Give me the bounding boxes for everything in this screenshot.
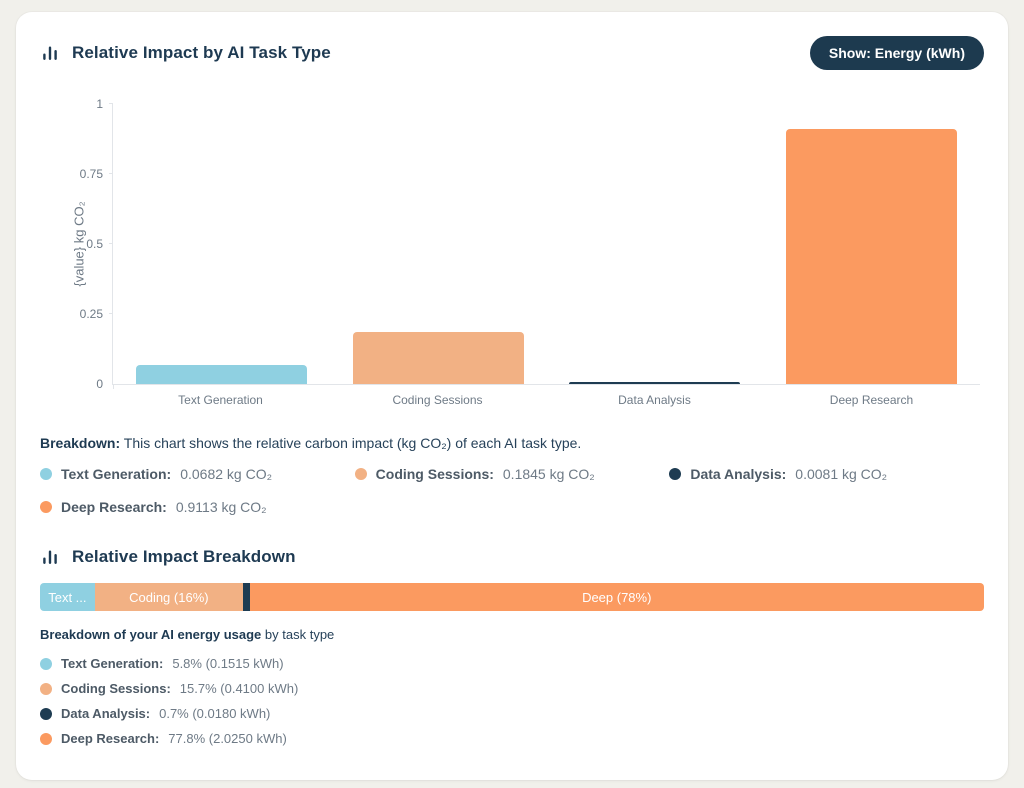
chart-caption: Breakdown: This chart shows the relative… (40, 435, 984, 451)
legend-dot-icon (669, 468, 682, 480)
show-energy-toggle-button[interactable]: Show: Energy (kWh) (809, 36, 984, 70)
item-dot-icon (40, 707, 52, 720)
legend-item: Coding Sessions: 0.1845 kg CO₂ (354, 466, 670, 482)
y-tick-mark (109, 313, 113, 314)
item-value: 0.7% (0.0180 kWh) (159, 706, 271, 721)
legend-value: 0.1845 kg CO₂ (502, 466, 595, 482)
item-name: Coding Sessions: (61, 681, 171, 696)
y-tick-label: 0.75 (79, 167, 103, 181)
impact-card: Relative Impact by AI Task Type Show: En… (16, 12, 1008, 780)
bar-chart-icon (43, 550, 57, 564)
item-dot-icon (40, 682, 52, 695)
legend-dot-icon (354, 468, 367, 480)
x-tick-label: Text Generation (178, 393, 263, 407)
note-rest: by task type (261, 627, 335, 642)
legend-name: Deep Research: (61, 499, 167, 515)
caption-label: Breakdown: (40, 435, 121, 451)
bar-text-generation[interactable] (135, 364, 307, 384)
segment-data-analysis[interactable] (242, 583, 250, 611)
breakdown-list: Text Generation: 5.8% (0.1515 kWh) Codin… (40, 651, 984, 751)
breakdown-note: Breakdown of your AI energy usage by tas… (40, 627, 984, 642)
x-tick-mark (113, 385, 114, 389)
item-name: Deep Research: (61, 731, 160, 746)
plot-area: {value} kg CO₂ 1 0.75 0.5 0.25 0 (72, 97, 980, 391)
item-dot-icon (40, 732, 52, 745)
bars-container (113, 104, 980, 384)
legend-value: 0.9113 kg CO₂ (175, 499, 267, 515)
y-tick-label: 0.25 (79, 307, 103, 321)
legend-value: 0.0682 kg CO₂ (180, 466, 273, 482)
bar-deep-research[interactable] (786, 128, 958, 384)
legend-name: Coding Sessions: (375, 466, 494, 482)
bar-slot (113, 104, 330, 384)
legend-name: Data Analysis: (690, 466, 787, 482)
item-name: Data Analysis: (61, 706, 151, 721)
stacked-impact-bar: Text ... Coding (16%) Deep (78%) (40, 583, 984, 611)
bar-slot (547, 104, 764, 384)
y-axis-title: {value} kg CO₂ (71, 201, 87, 287)
item-value: 77.8% (2.0250 kWh) (168, 731, 287, 746)
list-item: Data Analysis: 0.7% (0.0180 kWh) (40, 701, 984, 726)
segment-text-generation[interactable]: Text ... (40, 583, 95, 611)
bar-chart-icon (43, 46, 57, 60)
x-tick-label: Deep Research (829, 393, 914, 407)
y-tick-label: 0.5 (86, 237, 103, 251)
x-tick-label: Data Analysis (618, 393, 691, 407)
y-tick-mark (109, 243, 113, 244)
segment-coding-sessions[interactable]: Coding (16%) (94, 583, 243, 611)
x-tick-label: Coding Sessions (392, 393, 483, 407)
note-bold: Breakdown of your AI energy usage (40, 627, 262, 642)
section2-header: Relative Impact Breakdown (40, 547, 984, 567)
item-value: 15.7% (0.4100 kWh) (179, 681, 299, 696)
chart-legend: Text Generation: 0.0682 kg CO₂ Coding Se… (40, 466, 984, 515)
y-tick-mark (109, 103, 113, 104)
legend-item: Text Generation: 0.0682 kg CO₂ (40, 466, 355, 482)
legend-item: Data Analysis: 0.0081 kg CO₂ (669, 466, 984, 482)
y-tick-label: 1 (96, 97, 103, 111)
y-tick-label: 0 (96, 377, 103, 391)
legend-dot-icon (40, 501, 52, 513)
bar-slot (330, 104, 547, 384)
list-item: Coding Sessions: 15.7% (0.4100 kWh) (40, 676, 984, 701)
list-item: Deep Research: 77.8% (2.0250 kWh) (40, 726, 984, 751)
bar-chart: {value} kg CO₂ 1 0.75 0.5 0.25 0 Text Ge… (72, 97, 980, 407)
section1-title: Relative Impact by AI Task Type (72, 43, 331, 62)
legend-dot-icon (40, 468, 52, 480)
item-value: 5.8% (0.1515 kWh) (172, 656, 284, 671)
section1-header: Relative Impact by AI Task Type Show: En… (40, 36, 984, 70)
legend-value: 0.0081 kg CO₂ (795, 466, 888, 482)
item-name: Text Generation: (61, 656, 164, 671)
caption-text: This chart shows the relative carbon imp… (120, 435, 582, 451)
y-tick-mark (109, 173, 113, 174)
x-axis-labels: Text Generation Coding Sessions Data Ana… (112, 393, 980, 407)
list-item: Text Generation: 5.8% (0.1515 kWh) (40, 651, 984, 676)
section2-title: Relative Impact Breakdown (72, 547, 296, 566)
bar-slot (763, 104, 980, 384)
bar-coding-sessions[interactable] (352, 332, 524, 384)
segment-deep-research[interactable]: Deep (78%) (249, 583, 984, 611)
bar-data-analysis[interactable] (569, 381, 741, 384)
legend-name: Text Generation: (61, 466, 172, 482)
legend-item: Deep Research: 0.9113 kg CO₂ (40, 499, 355, 515)
item-dot-icon (40, 657, 52, 670)
